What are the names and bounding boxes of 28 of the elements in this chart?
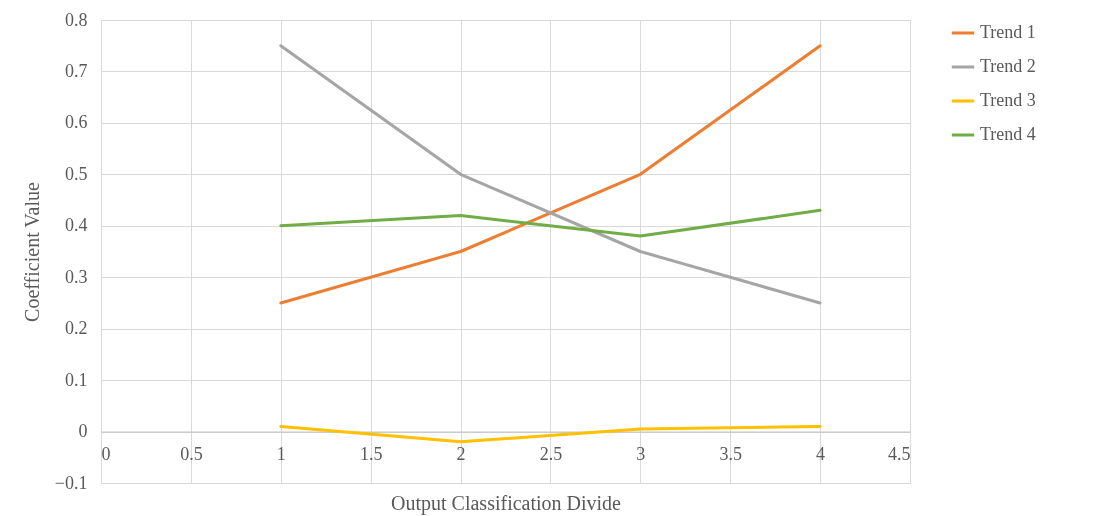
y-tick-label: 0.8 [65, 9, 88, 30]
x-tick-label: 0.5 [180, 444, 203, 465]
x-tick-label: 3.5 [719, 444, 742, 465]
x-tick-label: 4.5 [888, 444, 911, 465]
y-tick-label: 0 [78, 421, 88, 442]
x-tick-label: 0 [101, 444, 111, 465]
x-tick-label: 2.5 [539, 444, 563, 465]
y-tick-label: 0.5 [65, 163, 88, 184]
legend-label: Trend 4 [980, 124, 1036, 144]
x-tick-label: 3 [636, 444, 646, 465]
legend-label: Trend 1 [980, 22, 1036, 42]
x-tick-label: 1 [276, 444, 286, 465]
x-tick-label: 4 [816, 444, 826, 465]
y-tick-label: 0.2 [65, 318, 88, 339]
x-tick-label: 1.5 [359, 444, 383, 465]
y-tick-label: 0.6 [65, 112, 88, 133]
y-tick-label: 0.1 [65, 369, 88, 390]
y-tick-label: 0.3 [65, 266, 88, 287]
x-tick-label: 2 [456, 444, 466, 465]
y-axis-title: Coefficient Value [20, 181, 43, 322]
legend-label: Trend 3 [980, 90, 1036, 110]
line-series [279, 208, 822, 238]
line-series [279, 44, 822, 305]
y-tick-label: −0.1 [54, 472, 88, 493]
legend-label: Trend 2 [980, 56, 1036, 76]
y-tick-label: 0.7 [65, 60, 88, 81]
y-tick-label: 0.4 [65, 215, 88, 236]
x-axis-title: Output Classification Divide [391, 491, 622, 515]
